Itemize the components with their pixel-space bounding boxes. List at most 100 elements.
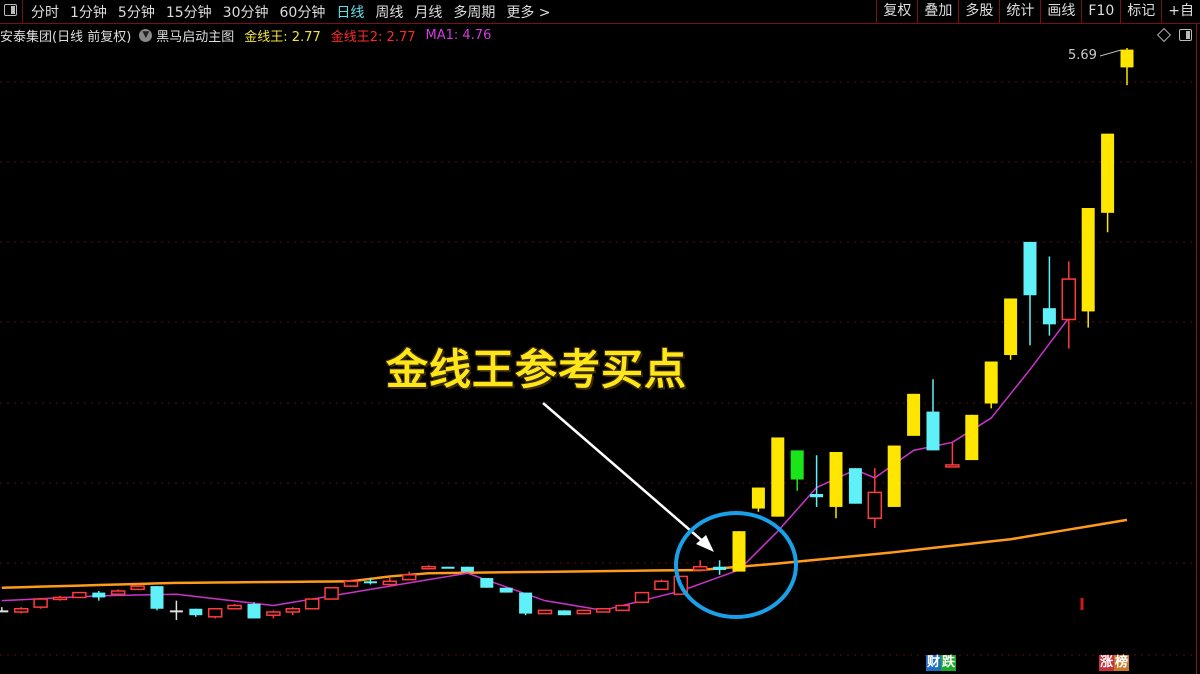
candle-body bbox=[848, 468, 862, 504]
candle-body bbox=[595, 608, 611, 613]
stock-title: 安泰集团(日线 前复权) bbox=[0, 30, 132, 45]
candle-body bbox=[227, 604, 242, 610]
candle-body bbox=[887, 445, 901, 507]
tab-period[interactable]: 更多 > bbox=[506, 5, 551, 21]
candle-body bbox=[810, 494, 824, 498]
candle-body bbox=[829, 452, 843, 507]
arrow-line bbox=[542, 402, 707, 545]
gold-line2-value: 金线王2: 2.77 bbox=[330, 30, 416, 45]
ma1-value: MA1: 4.76 bbox=[425, 28, 492, 43]
rise-rank-badge[interactable]: 涨 榜 bbox=[1099, 655, 1130, 671]
chevron-down-icon[interactable]: ▼ bbox=[139, 29, 153, 42]
buy-point-callout: 金线王参考买点 bbox=[386, 345, 688, 394]
candle-body bbox=[771, 437, 785, 517]
candle-body bbox=[499, 587, 513, 593]
candle-body bbox=[557, 610, 571, 616]
badge-char: 财 bbox=[926, 655, 942, 671]
finance-drop-badge[interactable]: 财 跌 bbox=[926, 655, 957, 671]
candle-body bbox=[33, 598, 48, 608]
indicator-info-line: 安泰集团(日线 前复权) ▼ 黑马启动主图 金线王: 2.77 金线王2: 2.… bbox=[0, 26, 491, 45]
tab-period[interactable]: 60分钟 bbox=[279, 5, 326, 21]
candle-body bbox=[1061, 278, 1077, 321]
gold-line-value: 金线王: 2.77 bbox=[244, 30, 321, 45]
max-price-leader bbox=[1099, 49, 1122, 57]
tab-period[interactable]: 分时 bbox=[31, 5, 59, 21]
max-price-label: 5.69 bbox=[1068, 48, 1097, 63]
candle-body bbox=[92, 592, 106, 598]
tab-period[interactable]: 5分钟 bbox=[117, 5, 155, 21]
candle-body bbox=[965, 414, 979, 461]
candle-body bbox=[266, 611, 281, 616]
candle-body bbox=[363, 581, 377, 584]
candle-body bbox=[382, 580, 398, 586]
arrow-head-icon bbox=[696, 535, 714, 552]
tool-button[interactable]: 画线 bbox=[1040, 0, 1081, 23]
indicator-name[interactable]: 黑马启动主图 bbox=[156, 30, 235, 45]
candle-body bbox=[207, 608, 223, 618]
candle-body bbox=[713, 566, 727, 570]
chart-corner-controls bbox=[1156, 27, 1192, 43]
panel-toggle-icon[interactable] bbox=[1179, 29, 1192, 41]
tab-period[interactable]: 日线 bbox=[336, 5, 365, 21]
candle-body bbox=[654, 580, 669, 591]
candle-body bbox=[285, 608, 301, 613]
candle-body bbox=[537, 609, 553, 615]
candle-body bbox=[441, 566, 455, 569]
candle-body bbox=[343, 580, 359, 587]
candle-body bbox=[13, 608, 29, 613]
candle-body bbox=[304, 598, 320, 610]
candle-body bbox=[867, 491, 883, 520]
tab-period[interactable]: 多周期 bbox=[453, 5, 496, 21]
candle-body bbox=[0, 610, 9, 613]
tool-button[interactable]: 多股 bbox=[958, 0, 999, 23]
tool-button[interactable]: 复权 bbox=[876, 0, 917, 23]
candle-body bbox=[52, 596, 68, 601]
tool-button[interactable]: 统计 bbox=[999, 0, 1040, 23]
candle-body bbox=[945, 464, 960, 468]
candle-body bbox=[615, 604, 630, 612]
candle-body bbox=[1120, 49, 1134, 68]
candle-body bbox=[1042, 308, 1056, 325]
candle-body bbox=[72, 591, 87, 599]
candle-body bbox=[790, 450, 804, 480]
candle-body bbox=[1081, 207, 1095, 312]
candle-body bbox=[1004, 298, 1018, 356]
badge-char: 跌 bbox=[941, 655, 957, 671]
tab-period[interactable]: 15分钟 bbox=[165, 5, 212, 21]
candle-body bbox=[576, 609, 592, 615]
candle-body bbox=[926, 411, 940, 451]
tab-period[interactable]: 30分钟 bbox=[222, 5, 269, 21]
divider bbox=[22, 0, 23, 23]
candle-body bbox=[692, 565, 708, 571]
period-toolbar: 分时 1分钟 5分钟 15分钟 30分钟 60分钟 日线 周线 月线 多周期 更多 > 复权 叠加 多股… bbox=[0, 0, 1200, 24]
tool-button[interactable]: +自 bbox=[1161, 0, 1200, 23]
candle-body bbox=[247, 603, 261, 619]
candle-body bbox=[480, 578, 494, 588]
tool-button[interactable]: 标记 bbox=[1120, 0, 1161, 23]
candle-body bbox=[130, 585, 145, 591]
candle-body bbox=[169, 610, 183, 613]
badge-char: 涨 bbox=[1099, 655, 1115, 671]
badge-char: 榜 bbox=[1114, 655, 1130, 671]
candle-body bbox=[150, 586, 164, 609]
candle-body bbox=[401, 574, 417, 581]
chart-right-border bbox=[1196, 24, 1197, 674]
candle-body bbox=[189, 608, 203, 616]
candle-body bbox=[634, 591, 650, 604]
candle-body bbox=[1101, 133, 1115, 213]
tab-period[interactable]: 周线 bbox=[375, 5, 404, 21]
candle-body bbox=[984, 361, 998, 404]
period-tabs: 分时 1分钟 5分钟 15分钟 30分钟 60分钟 日线 周线 月线 多周期 更多 > bbox=[31, 2, 551, 22]
tool-button[interactable]: 叠加 bbox=[917, 0, 958, 23]
gold-line bbox=[1, 518, 1128, 589]
panel-toggle-icon[interactable] bbox=[4, 4, 17, 16]
candle-body bbox=[732, 531, 746, 572]
tool-buttons: 复权 叠加 多股 统计 画线 F10 标记 +自 bbox=[876, 0, 1200, 23]
tab-period[interactable]: 月线 bbox=[414, 5, 443, 21]
candle-body bbox=[460, 566, 474, 572]
highlight-circle bbox=[674, 511, 798, 619]
tool-button[interactable]: F10 bbox=[1081, 0, 1120, 23]
candle-body bbox=[1023, 241, 1037, 296]
tab-period[interactable]: 1分钟 bbox=[70, 5, 107, 21]
